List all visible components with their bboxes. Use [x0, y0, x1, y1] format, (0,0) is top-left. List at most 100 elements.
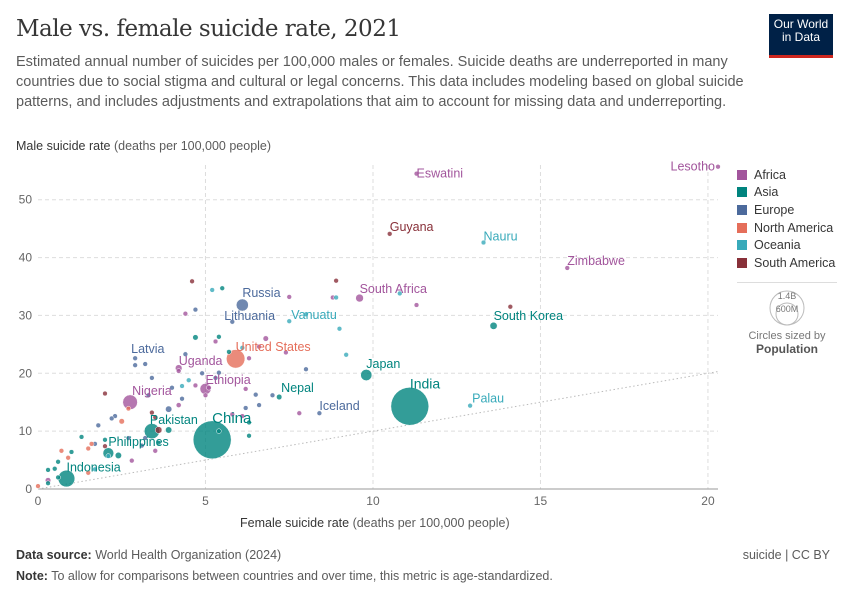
legend-swatch	[737, 222, 747, 233]
x-axis-unit: (deaths per 100,000 people)	[352, 516, 510, 530]
data-point	[45, 467, 51, 473]
point-label: Vanuatu	[291, 308, 337, 322]
legend-item-oceania[interactable]: Oceania	[737, 236, 835, 254]
legend-item-south-america[interactable]: South America	[737, 254, 835, 272]
point-label: Latvia	[131, 342, 164, 356]
data-point	[212, 338, 219, 345]
data-point	[189, 278, 195, 284]
point-label: Indonesia	[66, 461, 120, 475]
x-axis-label: Female suicide rate (deaths per 100,000 …	[240, 516, 510, 530]
data-point	[256, 402, 262, 408]
data-point-guyana	[387, 231, 393, 237]
data-point	[216, 428, 222, 434]
data-point	[152, 448, 158, 454]
data-point	[109, 415, 115, 422]
data-point	[142, 435, 148, 441]
data-point-south-korea	[489, 321, 498, 330]
data-point	[216, 370, 222, 376]
y-axis-title: Male suicide rate	[16, 139, 111, 153]
data-point-latvia	[132, 355, 138, 361]
size-legend-big: 1.4B	[778, 291, 797, 301]
data-point-japan	[360, 369, 373, 381]
data-point	[182, 351, 189, 357]
data-point	[145, 392, 152, 398]
point-label: Guyana	[390, 220, 434, 234]
point-label: Zimbabwe	[567, 254, 625, 268]
data-point	[333, 278, 339, 284]
data-point	[52, 466, 58, 472]
size-legend-circles: 1.4B 600M	[769, 290, 805, 326]
data-point	[212, 375, 219, 381]
data-point	[303, 311, 309, 317]
data-point	[239, 413, 245, 419]
data-point	[55, 459, 61, 465]
data-point	[226, 349, 232, 355]
legend-swatch	[737, 257, 747, 268]
data-point	[114, 452, 122, 459]
data-point	[206, 385, 212, 391]
data-point-eswatini	[413, 171, 420, 177]
data-point	[413, 302, 420, 308]
point-label: Nigeria	[132, 384, 172, 398]
y-tick-label: 0	[25, 482, 32, 496]
owid-logo[interactable]: Our World in Data	[769, 14, 833, 58]
data-point	[65, 455, 71, 461]
source-label: Data source:	[16, 548, 92, 562]
data-point	[152, 414, 158, 420]
source-text[interactable]: World Health Organization (2024)	[95, 548, 282, 562]
legend-swatch	[737, 204, 747, 215]
point-label: South Korea	[494, 309, 564, 323]
note-label: Note:	[16, 569, 48, 583]
data-point	[142, 361, 148, 367]
data-point	[95, 422, 101, 429]
legend-label: South America	[754, 255, 836, 270]
y-tick-label: 10	[19, 424, 33, 438]
data-point	[155, 440, 162, 446]
size-legend-small: 600M	[776, 304, 799, 314]
legend-item-africa[interactable]: Africa	[737, 166, 835, 184]
data-point	[253, 392, 259, 398]
data-point	[246, 355, 252, 361]
data-point	[199, 370, 205, 376]
data-point	[35, 483, 41, 489]
data-point	[175, 402, 182, 408]
size-legend-caption: Circles sized by	[748, 330, 826, 342]
license[interactable]: suicide | CC BY	[742, 548, 830, 562]
data-point-united-states	[226, 349, 246, 369]
point-label: Lithuania	[224, 309, 275, 323]
point-label: Palau	[472, 392, 504, 406]
legend-swatch	[737, 169, 747, 180]
data-point	[507, 304, 513, 310]
legend-item-north-america[interactable]: North America	[737, 219, 835, 237]
data-point	[283, 349, 289, 356]
data-point	[55, 474, 61, 481]
point-label: Pakistan	[150, 413, 198, 427]
point-label: Philippines	[108, 435, 168, 449]
legend-label: Oceania	[754, 238, 801, 253]
point-label: Lesotho	[671, 160, 716, 174]
data-point	[186, 377, 192, 383]
note: Note: To allow for comparisons between c…	[16, 569, 553, 583]
data-point-zimbabwe	[564, 265, 570, 271]
data-point	[165, 405, 173, 413]
data-point-nepal	[276, 393, 283, 401]
x-tick-label: 20	[701, 494, 715, 508]
data-point	[243, 405, 249, 411]
data-point	[216, 334, 222, 340]
data-point	[154, 426, 163, 434]
legend-item-europe[interactable]: Europe	[737, 201, 835, 219]
data-point	[176, 368, 182, 374]
data-point	[262, 335, 269, 342]
y-tick-label: 30	[19, 308, 33, 322]
data-point	[179, 383, 185, 389]
point-label: Russia	[242, 286, 280, 300]
data-point	[333, 294, 339, 301]
y-tick-label: 50	[19, 193, 33, 207]
data-point	[182, 311, 189, 317]
data-point-china	[192, 420, 232, 460]
data-point	[343, 352, 349, 358]
chart-subtitle: Estimated annual number of suicides per …	[16, 54, 744, 110]
legend-swatch	[737, 187, 747, 198]
legend-item-asia[interactable]: Asia	[737, 184, 835, 202]
